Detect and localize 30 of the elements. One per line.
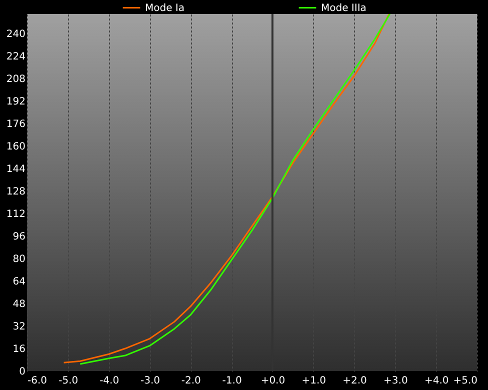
- y-tick-label: 240: [6, 29, 26, 40]
- y-tick-label: 224: [6, 52, 26, 63]
- y-tick-label: 112: [6, 209, 26, 220]
- y-tick-label: 160: [6, 142, 26, 153]
- x-tick-label: -5.0: [58, 376, 78, 386]
- x-tick-label: -2.0: [181, 376, 201, 386]
- y-tick-label: 208: [6, 74, 26, 86]
- x-tick-label: -3.0: [140, 376, 160, 386]
- y-tick-label: 16: [12, 344, 26, 356]
- y-tick-label: 32: [12, 322, 26, 333]
- y-tick-label: 176: [6, 119, 26, 130]
- x-tick-label: +2.0: [342, 376, 367, 386]
- x-tick-label: +3.0: [384, 376, 408, 386]
- y-tick-label: 144: [6, 164, 26, 176]
- x-tick-label: -4.0: [100, 376, 120, 386]
- y-tick-label: 64: [12, 276, 26, 288]
- legend-label: Mode IIIa: [321, 2, 366, 14]
- legend-label: Mode Ia: [145, 2, 185, 14]
- y-tick-label: 128: [6, 186, 26, 198]
- y-tick-label: 192: [6, 96, 26, 108]
- y-tick-label: 96: [12, 232, 26, 243]
- x-tick-label: +4.0: [424, 376, 449, 386]
- x-tick-label: +0.0: [260, 376, 286, 386]
- x-tick-label: +5.0: [453, 376, 478, 386]
- x-tick-label: -1.0: [222, 376, 242, 386]
- x-tick-label: -6.0: [28, 376, 48, 386]
- y-tick-label: 80: [12, 254, 26, 266]
- y-tick-label: 48: [12, 299, 26, 310]
- y-tick-label: 0: [19, 366, 26, 378]
- x-tick-label: +1.0: [302, 376, 326, 386]
